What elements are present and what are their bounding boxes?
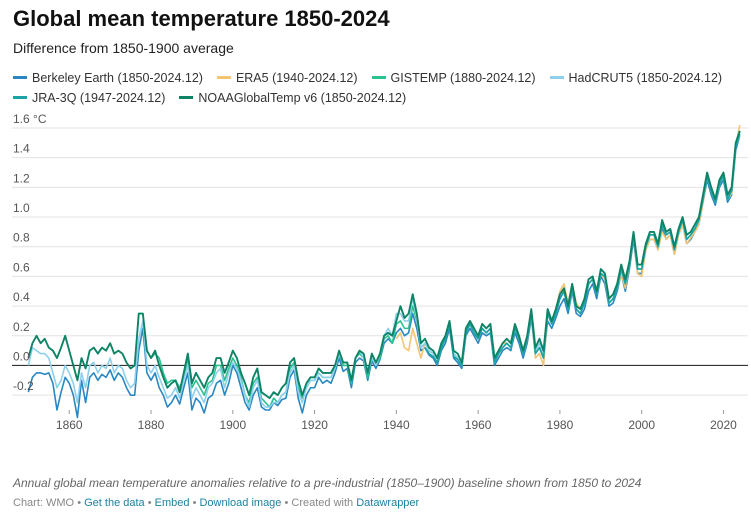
y-tick-label: 0.4 <box>13 290 30 304</box>
footer-separator: • <box>147 497 152 509</box>
legend-item-gistemp: GISTEMP (1880-2024.12) <box>371 68 536 88</box>
embed-link[interactable]: Embed <box>154 497 190 509</box>
y-tick-label: -0.2 <box>13 379 34 393</box>
x-tick-label: 1880 <box>138 418 165 432</box>
x-tick-label: 1940 <box>383 418 410 432</box>
legend-item-era5: ERA5 (1940-2024.12) <box>216 68 358 88</box>
y-tick-label: 0.0 <box>13 349 30 363</box>
get-data-link[interactable]: Get the data <box>84 497 145 509</box>
legend-label: HadCRUT5 (1850-2024.12) <box>568 71 723 85</box>
chart-subtitle: Difference from 1850-1900 average <box>13 40 234 56</box>
line-chart: 1.6 °C 1.4 1.2 1.0 0.8 0.6 0.4 0.2 0.0 -0.2 1860 1… <box>12 112 748 432</box>
legend-item-hadcrut: HadCRUT5 (1850-2024.12) <box>549 68 723 88</box>
series-line-noaa <box>27 130 741 400</box>
chart-footer: Chart: WMO • Get the data • Embed • Down… <box>13 497 419 509</box>
legend-label: GISTEMP (1880-2024.12) <box>390 71 536 85</box>
x-tick-label: 1980 <box>547 418 574 432</box>
chart-note: Annual global mean temperature anomalies… <box>13 476 642 490</box>
x-tick-label: 1900 <box>219 418 246 432</box>
y-tick-label: 1.2 <box>13 171 30 185</box>
y-tick-label: 1.0 <box>13 201 30 215</box>
y-tick-label: 1.6 °C <box>13 112 47 126</box>
legend-swatch <box>13 76 27 80</box>
legend-item-berkeley: Berkeley Earth (1850-2024.12) <box>13 68 203 88</box>
footer-separator: • <box>192 497 197 509</box>
legend-label: Berkeley Earth (1850-2024.12) <box>32 71 203 85</box>
chart-title: Global mean temperature 1850-2024 <box>13 6 390 31</box>
x-tick-label: 1860 <box>56 418 83 432</box>
legend-swatch <box>216 76 231 80</box>
legend-label: JRA-3Q (1947-2024.12) <box>32 91 166 105</box>
download-image-link[interactable]: Download image <box>199 497 282 509</box>
created-with-label: Created with <box>291 497 354 509</box>
y-tick-label: 1.4 <box>13 142 30 156</box>
y-tick-label: 0.2 <box>13 320 30 334</box>
footer-separator: • <box>77 497 82 509</box>
source-credit: Chart: WMO <box>13 497 75 509</box>
x-tick-label: 2000 <box>628 418 655 432</box>
legend-swatch <box>13 96 27 100</box>
legend-label: ERA5 (1940-2024.12) <box>235 71 358 85</box>
x-tick-label: 2020 <box>710 418 737 432</box>
y-tick-label: 0.6 <box>13 260 30 274</box>
y-tick-label: 0.8 <box>13 231 30 245</box>
footer-separator: • <box>284 497 289 509</box>
legend-swatch <box>371 76 386 80</box>
legend-label: NOAAGlobalTemp v6 (1850-2024.12) <box>198 91 407 105</box>
series-line-jra3q <box>424 133 741 367</box>
x-tick-label: 1960 <box>465 418 492 432</box>
legend-item-noaa: NOAAGlobalTemp v6 (1850-2024.12) <box>179 88 406 108</box>
legend-swatch <box>179 96 194 100</box>
legend-swatch <box>549 76 564 80</box>
x-tick-label: 1920 <box>301 418 328 432</box>
legend-item-jra3q: JRA-3Q (1947-2024.12) <box>13 88 165 108</box>
chart-legend: Berkeley Earth (1850-2024.12) ERA5 (1940-… <box>13 68 743 108</box>
datawrapper-link[interactable]: Datawrapper <box>356 497 420 509</box>
